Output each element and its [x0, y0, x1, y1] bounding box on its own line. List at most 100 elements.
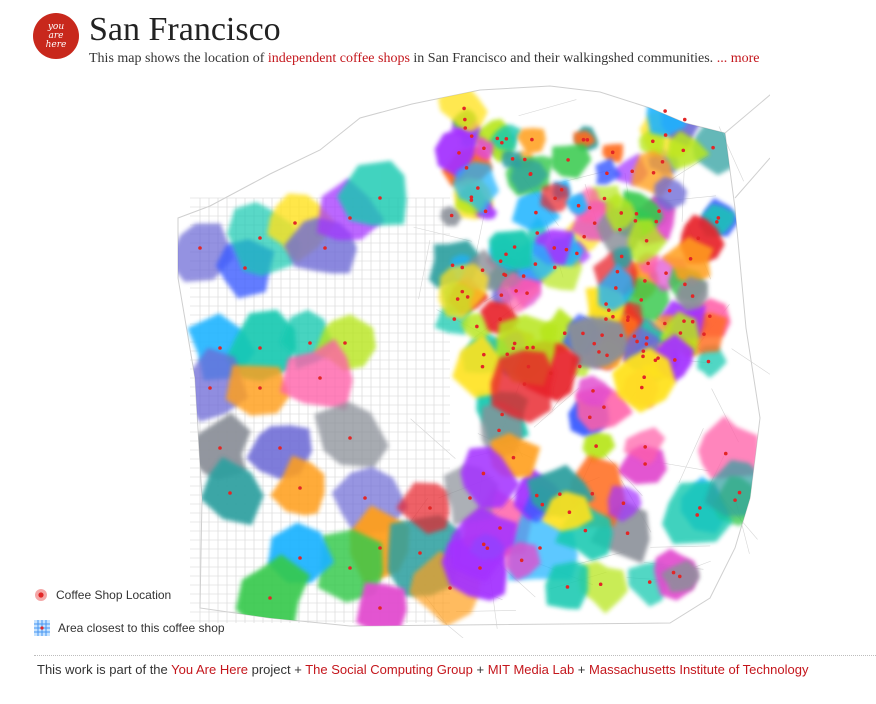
coffee-shop-marker[interactable]: [449, 213, 454, 218]
coffee-shop-marker[interactable]: [610, 150, 615, 155]
coffee-shop-marker[interactable]: [597, 350, 601, 354]
coffee-shop-marker[interactable]: [498, 526, 502, 530]
coffee-shop-marker[interactable]: [558, 492, 562, 496]
coffee-shop-marker[interactable]: [469, 195, 474, 199]
coffee-shop-marker[interactable]: [682, 117, 687, 122]
coffee-shop-marker[interactable]: [663, 109, 667, 113]
coffee-shop-marker[interactable]: [308, 341, 312, 345]
coffee-shop-marker[interactable]: [647, 580, 652, 584]
coffee-shop-marker[interactable]: [690, 319, 695, 324]
coffee-shop-marker[interactable]: [428, 506, 432, 510]
coffee-shop-marker[interactable]: [450, 263, 455, 268]
coffee-shop-marker[interactable]: [618, 227, 622, 232]
coffee-shop-marker[interactable]: [576, 203, 581, 208]
coffee-shop-marker[interactable]: [228, 491, 232, 495]
coffee-shop-marker[interactable]: [643, 279, 647, 283]
coffee-shop-marker[interactable]: [523, 157, 527, 162]
coffee-shop-marker[interactable]: [500, 412, 504, 417]
coffee-shop-marker[interactable]: [639, 298, 644, 302]
coffee-shop-marker[interactable]: [592, 221, 597, 225]
coffee-shop-marker[interactable]: [480, 364, 485, 369]
coffee-shop-marker[interactable]: [678, 331, 683, 335]
coffee-shop-marker[interactable]: [602, 405, 606, 409]
coffee-shop-marker[interactable]: [581, 331, 585, 336]
coffee-shop-marker[interactable]: [657, 209, 661, 213]
coffee-shop-marker[interactable]: [243, 266, 247, 270]
coffee-shop-marker[interactable]: [600, 333, 604, 337]
coffee-shop-marker[interactable]: [476, 186, 480, 190]
coffee-shop-marker[interactable]: [673, 358, 677, 362]
coffee-shop-marker[interactable]: [481, 471, 486, 476]
coffee-shop-marker[interactable]: [598, 582, 603, 587]
coffee-shop-marker[interactable]: [715, 220, 719, 224]
coffee-shop-marker[interactable]: [582, 234, 586, 239]
coffee-shop-marker[interactable]: [626, 318, 630, 322]
coffee-shop-marker[interactable]: [511, 455, 516, 460]
coffee-shop-marker[interactable]: [688, 256, 693, 261]
coffee-shop-marker[interactable]: [607, 308, 611, 312]
coffee-shop-marker[interactable]: [583, 528, 588, 533]
coffee-shop-marker[interactable]: [656, 356, 660, 360]
coffee-shop-marker[interactable]: [363, 496, 367, 500]
coffee-shop-marker[interactable]: [268, 596, 272, 600]
coffee-shop-marker[interactable]: [737, 490, 742, 495]
coffee-shop-marker[interactable]: [626, 315, 630, 320]
coffee-shop-marker[interactable]: [348, 216, 352, 220]
coffee-shop-marker[interactable]: [526, 364, 531, 369]
coffee-shop-marker[interactable]: [469, 198, 474, 202]
coffee-shop-marker[interactable]: [615, 269, 620, 274]
coffee-shop-marker[interactable]: [690, 294, 695, 298]
coffee-shop-marker[interactable]: [535, 231, 540, 235]
coffee-shop-marker[interactable]: [528, 172, 533, 176]
coffee-shop-marker[interactable]: [566, 158, 570, 162]
coffee-shop-marker[interactable]: [463, 117, 467, 122]
more-link[interactable]: ... more: [716, 51, 760, 66]
coffee-shop-marker[interactable]: [499, 293, 504, 297]
coffee-shop-marker[interactable]: [605, 171, 609, 176]
coffee-shop-marker[interactable]: [452, 317, 457, 321]
coffee-shop-marker[interactable]: [511, 346, 516, 351]
social-computing-link[interactable]: The Social Computing Group: [305, 662, 473, 677]
coffee-shop-marker[interactable]: [677, 574, 682, 579]
coffee-shop-marker[interactable]: [514, 289, 518, 293]
coffee-shop-marker[interactable]: [505, 352, 510, 357]
coffee-shop-marker[interactable]: [565, 585, 570, 589]
coffee-shop-marker[interactable]: [448, 586, 452, 590]
coffee-shop-marker[interactable]: [581, 137, 586, 142]
coffee-shop-marker[interactable]: [592, 341, 597, 346]
coffee-shop-marker[interactable]: [258, 346, 262, 350]
coffee-shop-marker[interactable]: [733, 498, 737, 502]
coffee-shop-marker[interactable]: [696, 236, 701, 241]
coffee-shop-marker[interactable]: [552, 265, 557, 270]
mit-media-lab-link[interactable]: MIT Media Lab: [487, 662, 575, 677]
coffee-shop-marker[interactable]: [559, 187, 564, 192]
coffee-shop-marker[interactable]: [642, 375, 646, 380]
coffee-shop-marker[interactable]: [218, 346, 222, 350]
coffee-shop-marker[interactable]: [621, 501, 626, 506]
coffee-shop-marker[interactable]: [683, 282, 687, 287]
coffee-shop-marker[interactable]: [198, 246, 202, 250]
coffee-shop-marker[interactable]: [651, 139, 655, 144]
coffee-shop-marker[interactable]: [644, 342, 649, 346]
coffee-shop-marker[interactable]: [378, 196, 382, 200]
coffee-shop-marker[interactable]: [653, 358, 658, 363]
coffee-shop-marker[interactable]: [575, 251, 579, 256]
coffee-shop-marker[interactable]: [716, 216, 721, 220]
coffee-shop-marker[interactable]: [504, 136, 509, 141]
coffee-shop-marker[interactable]: [698, 506, 702, 510]
coffee-shop-marker[interactable]: [500, 140, 504, 145]
coffee-shop-marker[interactable]: [562, 331, 567, 336]
coffee-shop-marker[interactable]: [378, 606, 382, 610]
coffee-shop-markers[interactable]: [198, 106, 742, 610]
coffee-shop-marker[interactable]: [671, 570, 676, 575]
you-are-here-logo[interactable]: you are here: [33, 13, 79, 59]
coffee-shop-marker[interactable]: [318, 376, 322, 380]
coffee-shop-marker[interactable]: [594, 444, 598, 448]
coffee-shop-marker[interactable]: [654, 219, 659, 224]
coffee-shop-marker[interactable]: [482, 352, 486, 357]
coffee-shop-marker[interactable]: [552, 246, 557, 250]
coffee-shop-marker[interactable]: [553, 196, 557, 201]
coffee-shop-marker[interactable]: [625, 531, 630, 536]
coffee-shop-marker[interactable]: [510, 157, 515, 161]
coffee-shop-marker[interactable]: [614, 286, 618, 290]
